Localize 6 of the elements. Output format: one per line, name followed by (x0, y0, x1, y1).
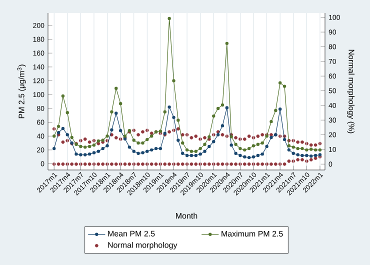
y2-axis-title: Normal morphology (%) (347, 50, 355, 134)
legend-label: Mean PM 2.5 (108, 230, 155, 236)
x-axis-title: Month (176, 212, 198, 219)
y-axis-title: PM 2.5 (μg/m$^{3}$) (17, 64, 26, 118)
legend-label: Maximum PM 2.5 (222, 230, 283, 237)
legend-label: Normal morphology (108, 242, 178, 250)
